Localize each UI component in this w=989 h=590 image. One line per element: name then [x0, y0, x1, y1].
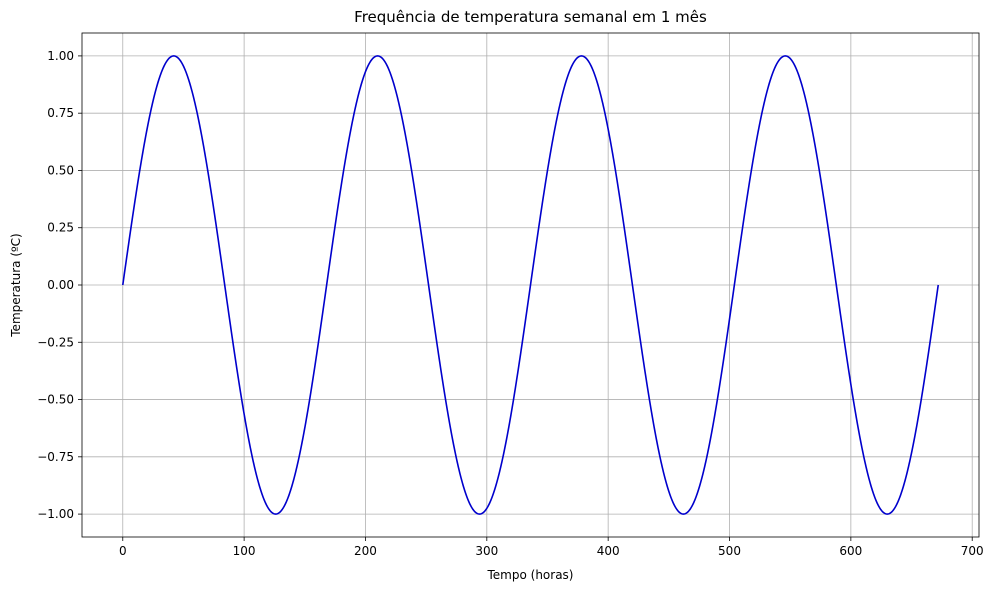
y-tick-label: 0.00	[47, 278, 74, 292]
x-tick-label: 600	[839, 544, 862, 558]
y-tick-label: 0.50	[47, 163, 74, 177]
x-tick-label: 500	[718, 544, 741, 558]
x-tick-label: 200	[354, 544, 377, 558]
y-tick-label: −1.00	[37, 507, 74, 521]
y-tick-label: 1.00	[47, 49, 74, 63]
chart-title: Frequência de temperatura semanal em 1 m…	[354, 8, 707, 26]
y-axis-label: Temperatura (ºC)	[9, 233, 23, 337]
x-tick-label: 400	[597, 544, 620, 558]
y-tick-label: 0.25	[47, 221, 74, 235]
y-tick-label: 0.75	[47, 106, 74, 120]
x-tick-label: 300	[475, 544, 498, 558]
series-lines	[121, 55, 940, 515]
y-tick-label: −0.75	[37, 450, 74, 464]
x-tick-label: 100	[233, 544, 256, 558]
x-axis-label: Tempo (horas)	[487, 568, 574, 582]
x-tick-label: 700	[961, 544, 984, 558]
ticks: 0 100 200 300 400 500 600 700 −1.00 −0.75 −0.50 −0.…	[37, 49, 983, 558]
y-tick-label: −0.25	[37, 335, 74, 349]
x-tick-label: 0	[119, 544, 127, 558]
y-tick-label: −0.50	[37, 393, 74, 407]
series-line	[121, 55, 940, 515]
